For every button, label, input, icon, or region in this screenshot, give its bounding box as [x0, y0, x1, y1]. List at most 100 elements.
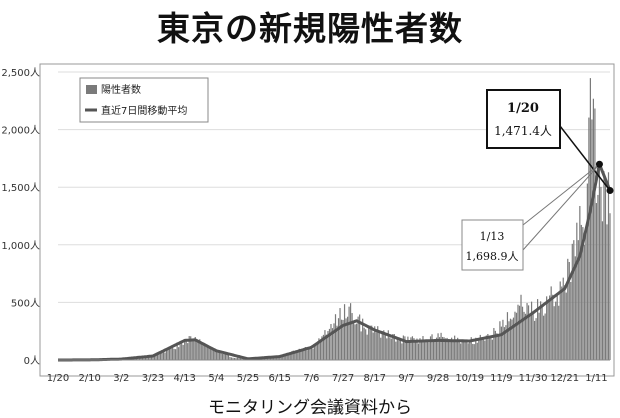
bar: [366, 334, 368, 360]
bar: [526, 303, 528, 360]
y-tick-label: 500人: [11, 297, 40, 309]
bar: [203, 345, 205, 360]
bar: [155, 352, 157, 360]
moving-average-series: [58, 162, 612, 362]
bar: [229, 356, 231, 360]
bar: [325, 334, 328, 360]
marker-point: [595, 160, 603, 168]
x-tick-label: 12/21: [550, 373, 579, 384]
x-tick-label: 3/23: [142, 373, 164, 384]
bar: [164, 352, 166, 360]
bar: [286, 352, 288, 360]
bar: [209, 347, 211, 360]
bar: [178, 347, 180, 360]
bar: [598, 161, 601, 360]
legend-label-bar: 陽性者数: [101, 83, 141, 96]
bar: [303, 350, 305, 360]
bar: [423, 342, 426, 360]
bar: [487, 333, 489, 360]
callout-leader: [559, 125, 611, 191]
bar: [292, 350, 294, 360]
bar: [506, 312, 509, 360]
bar: [502, 319, 504, 360]
bar: [191, 340, 193, 360]
bar: [470, 337, 472, 360]
bar: [365, 329, 367, 360]
bar: [475, 337, 477, 360]
bar: [147, 356, 150, 360]
bar: [173, 348, 175, 360]
x-tick-label: 6/15: [268, 373, 290, 384]
bar: [511, 319, 513, 360]
bar: [395, 341, 397, 360]
bar: [200, 342, 202, 360]
bar: [334, 314, 337, 360]
bar: [327, 331, 329, 360]
bar: [512, 317, 515, 360]
moving-average-line: [58, 162, 612, 362]
bar: [518, 305, 521, 360]
bar: [422, 336, 424, 360]
bar: [280, 356, 282, 360]
bar: [597, 194, 599, 360]
x-tick-label: 3/2: [113, 373, 129, 384]
bar: [393, 334, 395, 360]
bar: [574, 256, 576, 360]
bar: [457, 337, 459, 360]
bar: [389, 337, 391, 360]
bar: [488, 336, 490, 360]
bar: [342, 319, 344, 360]
bar: [348, 306, 350, 360]
bar: [343, 304, 346, 360]
bar: [410, 337, 412, 360]
bar: [556, 294, 558, 360]
bar: [330, 324, 332, 360]
bar: [227, 354, 230, 360]
bar: [283, 354, 285, 360]
bar: [606, 224, 608, 360]
bar: [589, 78, 591, 361]
bar: [188, 336, 190, 360]
bar: [514, 311, 516, 360]
bar: [187, 343, 189, 360]
bar: [405, 340, 407, 360]
bar: [601, 221, 604, 360]
bar: [454, 335, 456, 360]
bar: [493, 327, 495, 360]
bar: [600, 186, 602, 360]
bar: [217, 350, 219, 360]
bar: [301, 350, 303, 360]
bar: [363, 327, 365, 360]
bar: [567, 258, 569, 360]
bar: [473, 344, 475, 360]
bar: [356, 323, 358, 360]
bar: [390, 338, 392, 360]
x-tick-label: 2/10: [78, 373, 100, 384]
bar: [440, 332, 442, 360]
bar: [494, 330, 496, 360]
bar: [383, 330, 385, 360]
bar: [434, 340, 436, 360]
bar: [408, 341, 411, 360]
bar: [176, 342, 178, 360]
bar: [380, 337, 382, 360]
bar: [538, 312, 540, 360]
bar: [586, 183, 588, 360]
bar: [431, 334, 433, 360]
bar: [218, 350, 220, 360]
bar: [527, 305, 530, 360]
bar: [274, 356, 276, 360]
bar: [221, 354, 223, 360]
bar: [438, 337, 441, 360]
bar: [336, 325, 338, 360]
bar: [190, 336, 192, 360]
y-tick-label: 1,500人: [1, 182, 40, 194]
bar: [307, 348, 309, 360]
x-tick-label: 11/9: [490, 373, 512, 384]
bar: [377, 326, 379, 360]
bar: [315, 342, 317, 360]
bar: [362, 318, 364, 360]
bar: [559, 281, 561, 360]
callout-box: [486, 89, 561, 149]
bar: [316, 343, 319, 360]
